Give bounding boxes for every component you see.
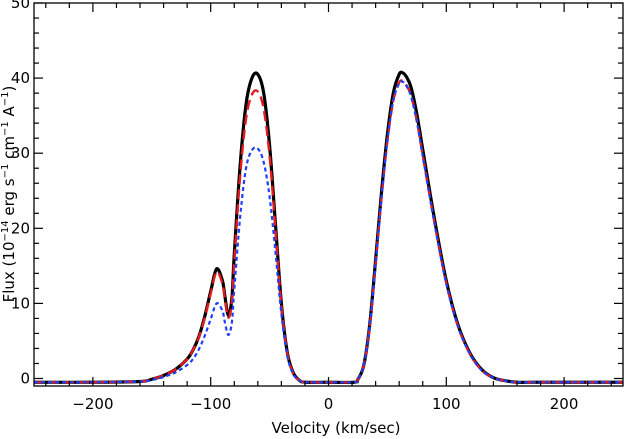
y-label-exp3: −1: [0, 121, 11, 136]
x-tick-label: 0: [324, 395, 334, 413]
y-label-suffix: ): [0, 86, 18, 92]
plot-frame: [33, 2, 624, 387]
series-line-1: [33, 70, 623, 385]
x-tick-label: 100: [432, 395, 461, 413]
y-tick-label: 0: [20, 369, 30, 387]
y-label-exp2: −1: [0, 164, 11, 179]
tick-labels: −200 −100 0 100 200 0 10 20 30 40 50: [11, 0, 579, 413]
x-axis-label: Velocity (km/sec): [272, 419, 401, 437]
y-label-prefix: Flux (10: [0, 242, 18, 303]
y-tick-label: 30: [11, 144, 30, 162]
y-axis-label: Flux (10−14 erg s−1 cm−1 A−1): [0, 86, 18, 303]
y-label-mid1: erg s: [0, 178, 18, 220]
y-tick-label: 20: [11, 219, 30, 237]
y-label-mid3: A: [0, 105, 18, 121]
x-tick-label: 200: [550, 395, 579, 413]
y-label-exp1: −14: [0, 220, 11, 241]
x-tick-label: −100: [190, 395, 231, 413]
y-tick-label: 10: [11, 294, 30, 312]
y-label-mid2: cm: [0, 136, 18, 164]
series-line-3: [33, 80, 623, 384]
axis-ticks: [34, 2, 623, 386]
y-tick-label: 50: [11, 0, 30, 12]
y-tick-label: 40: [11, 69, 30, 87]
y-label-exp4: −1: [0, 91, 11, 106]
x-tick-label: −200: [72, 395, 113, 413]
series-lines: [33, 70, 623, 385]
series-line-2: [33, 79, 623, 384]
